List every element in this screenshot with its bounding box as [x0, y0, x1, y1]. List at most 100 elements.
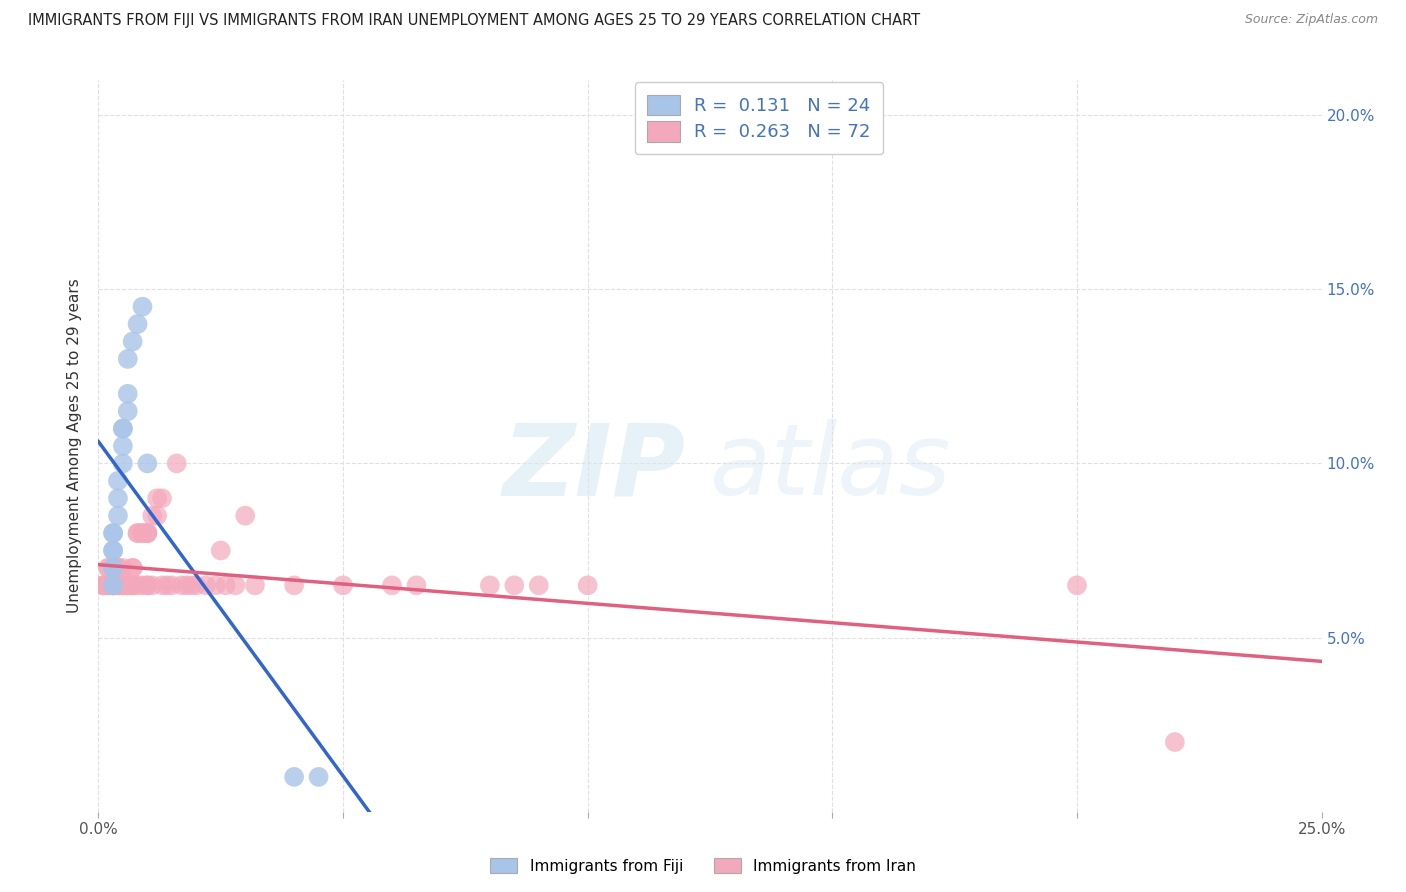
Point	[107, 508, 129, 523]
Point	[121, 561, 143, 575]
Text: atlas: atlas	[710, 419, 952, 516]
Point	[97, 578, 120, 592]
Point	[107, 491, 129, 506]
Point	[97, 578, 120, 592]
Point	[101, 578, 124, 592]
Point	[111, 578, 134, 592]
Point	[101, 561, 124, 575]
Point	[478, 578, 501, 592]
Point	[117, 578, 139, 592]
Point	[180, 578, 202, 592]
Point	[97, 578, 120, 592]
Text: ZIP: ZIP	[502, 419, 686, 516]
Legend: Immigrants from Fiji, Immigrants from Iran: Immigrants from Fiji, Immigrants from Ir…	[484, 852, 922, 880]
Point	[111, 421, 134, 435]
Point	[107, 474, 129, 488]
Point	[150, 491, 173, 506]
Point	[121, 578, 143, 592]
Point	[283, 578, 305, 592]
Point	[91, 578, 114, 592]
Point	[127, 317, 149, 331]
Point	[308, 770, 330, 784]
Point	[136, 578, 159, 592]
Point	[111, 578, 134, 592]
Point	[166, 457, 188, 471]
Point	[97, 561, 120, 575]
Point	[101, 543, 124, 558]
Point	[576, 578, 599, 592]
Point	[209, 543, 232, 558]
Point	[107, 561, 129, 575]
Point	[101, 578, 124, 592]
Point	[101, 526, 124, 541]
Point	[146, 491, 169, 506]
Point	[136, 457, 159, 471]
Point	[186, 578, 208, 592]
Point	[1164, 735, 1187, 749]
Point	[97, 561, 120, 575]
Point	[117, 404, 139, 418]
Point	[1066, 578, 1088, 592]
Point	[101, 543, 124, 558]
Point	[131, 578, 153, 592]
Point	[111, 457, 134, 471]
Y-axis label: Unemployment Among Ages 25 to 29 years: Unemployment Among Ages 25 to 29 years	[67, 278, 83, 614]
Point	[283, 770, 305, 784]
Point	[101, 578, 124, 592]
Legend: R =  0.131   N = 24, R =  0.263   N = 72: R = 0.131 N = 24, R = 0.263 N = 72	[634, 82, 883, 154]
Point	[121, 334, 143, 349]
Point	[146, 508, 169, 523]
Point	[121, 561, 143, 575]
Point	[111, 421, 134, 435]
Point	[136, 526, 159, 541]
Point	[107, 578, 129, 592]
Point	[111, 578, 134, 592]
Point	[101, 526, 124, 541]
Point	[91, 578, 114, 592]
Point	[101, 578, 124, 592]
Point	[117, 578, 139, 592]
Point	[101, 578, 124, 592]
Text: Source: ZipAtlas.com: Source: ZipAtlas.com	[1244, 13, 1378, 27]
Point	[131, 526, 153, 541]
Point	[141, 508, 163, 523]
Point	[127, 578, 149, 592]
Point	[136, 526, 159, 541]
Point	[150, 578, 173, 592]
Text: IMMIGRANTS FROM FIJI VS IMMIGRANTS FROM IRAN UNEMPLOYMENT AMONG AGES 25 TO 29 YE: IMMIGRANTS FROM FIJI VS IMMIGRANTS FROM …	[28, 13, 921, 29]
Point	[214, 578, 236, 592]
Point	[136, 578, 159, 592]
Point	[97, 578, 120, 592]
Point	[195, 578, 218, 592]
Point	[405, 578, 427, 592]
Point	[141, 578, 163, 592]
Point	[127, 526, 149, 541]
Point	[97, 578, 120, 592]
Point	[205, 578, 228, 592]
Point	[117, 386, 139, 401]
Point	[527, 578, 550, 592]
Point	[176, 578, 198, 592]
Point	[91, 578, 114, 592]
Point	[117, 351, 139, 366]
Point	[111, 561, 134, 575]
Point	[111, 439, 134, 453]
Point	[121, 578, 143, 592]
Point	[160, 578, 183, 592]
Point	[136, 526, 159, 541]
Point	[156, 578, 179, 592]
Point	[117, 578, 139, 592]
Point	[243, 578, 266, 592]
Point	[107, 578, 129, 592]
Point	[101, 561, 124, 575]
Point	[107, 578, 129, 592]
Point	[127, 526, 149, 541]
Point	[131, 526, 153, 541]
Point	[107, 561, 129, 575]
Point	[101, 578, 124, 592]
Point	[381, 578, 404, 592]
Point	[503, 578, 526, 592]
Point	[332, 578, 354, 592]
Point	[224, 578, 246, 592]
Point	[170, 578, 193, 592]
